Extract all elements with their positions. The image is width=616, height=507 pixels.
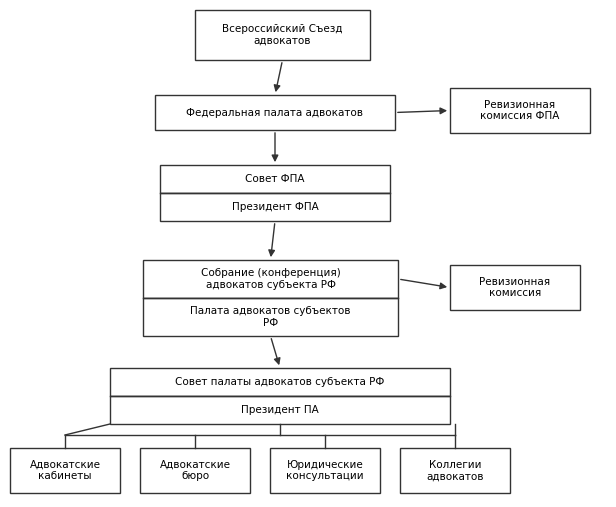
Text: Коллегии
адвокатов: Коллегии адвокатов (426, 460, 484, 481)
Text: Собрание (конференция)
адвокатов субъекта РФ: Собрание (конференция) адвокатов субъект… (201, 268, 341, 290)
Text: Президент ПА: Президент ПА (241, 405, 319, 415)
Bar (155, 95, 395, 130)
Bar (140, 448, 250, 493)
Bar (143, 260, 398, 298)
Bar (110, 368, 450, 396)
Bar (270, 448, 380, 493)
Text: Юридические
консультации: Юридические консультации (286, 460, 364, 481)
Text: Адвокатские
кабинеты: Адвокатские кабинеты (30, 460, 100, 481)
Text: Совет ФПА: Совет ФПА (245, 174, 305, 184)
Bar (400, 448, 510, 493)
Text: Совет палаты адвокатов субъекта РФ: Совет палаты адвокатов субъекта РФ (176, 377, 384, 387)
Text: Президент ФПА: Президент ФПА (232, 202, 318, 212)
Bar (195, 10, 370, 60)
Bar (143, 298, 398, 336)
Bar (160, 193, 390, 221)
Text: Ревизионная
комиссия: Ревизионная комиссия (479, 277, 551, 298)
Bar (160, 165, 390, 193)
Text: Всероссийский Съезд
адвокатов: Всероссийский Съезд адвокатов (222, 24, 342, 46)
Bar (450, 265, 580, 310)
Bar (450, 88, 590, 133)
Text: Адвокатские
бюро: Адвокатские бюро (160, 460, 230, 481)
Text: Ревизионная
комиссия ФПА: Ревизионная комиссия ФПА (480, 100, 560, 121)
Bar (110, 396, 450, 424)
Bar (10, 448, 120, 493)
Text: Федеральная палата адвокатов: Федеральная палата адвокатов (187, 107, 363, 118)
Text: Палата адвокатов субъектов
РФ: Палата адвокатов субъектов РФ (190, 306, 351, 328)
